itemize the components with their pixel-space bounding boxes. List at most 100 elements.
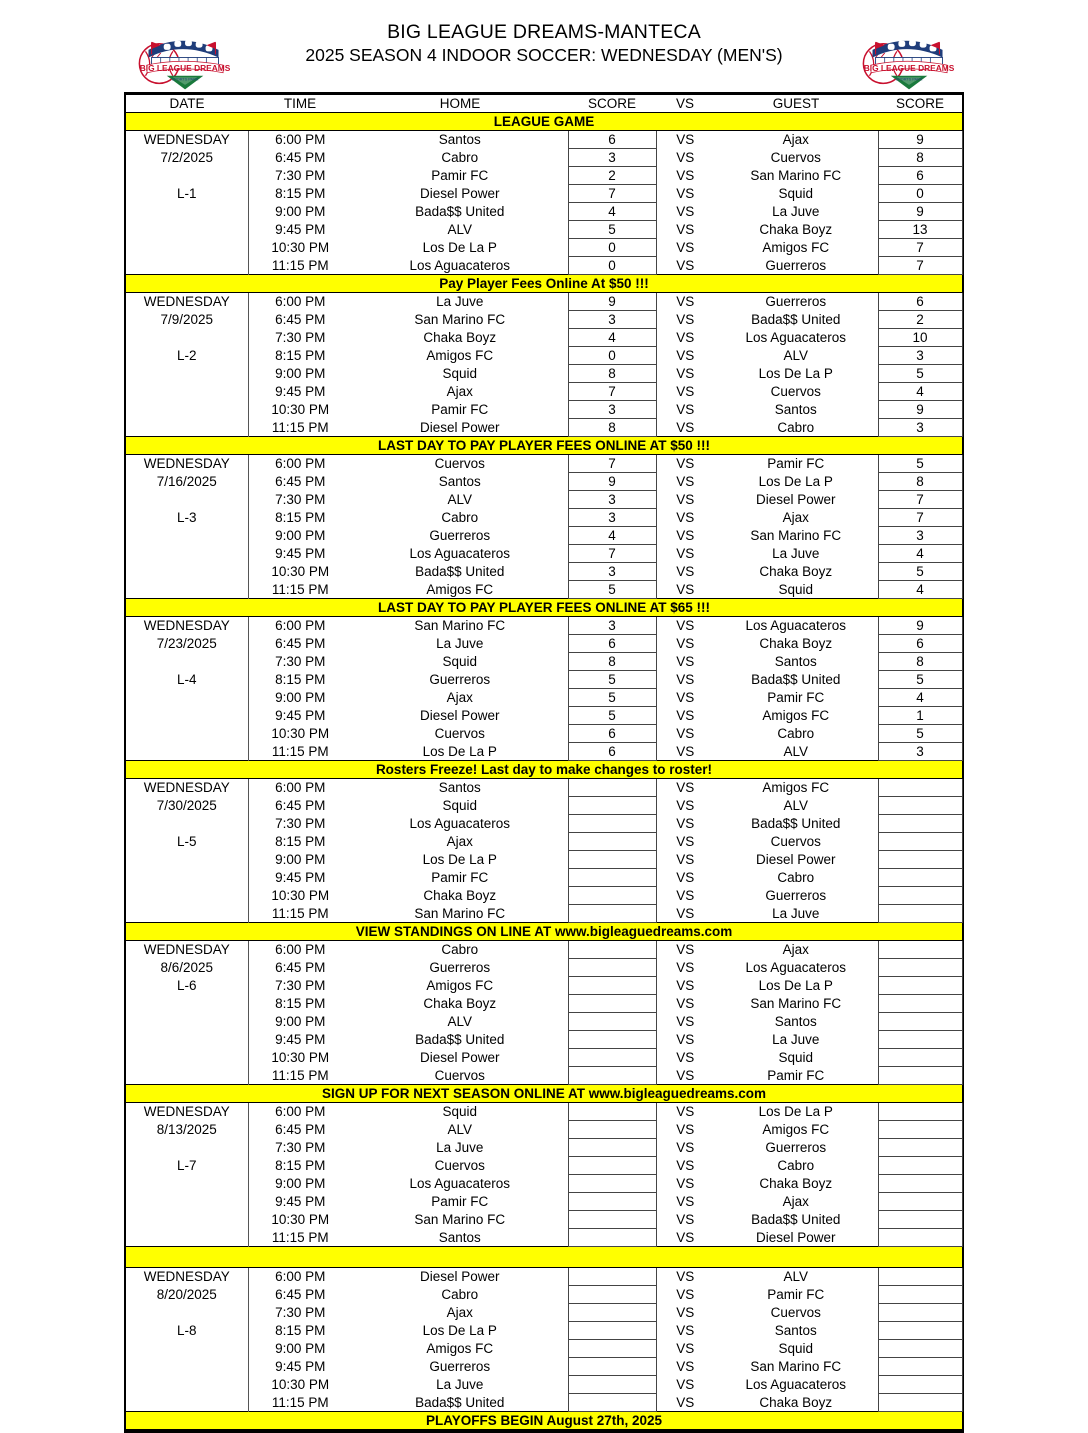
- home-score-box[interactable]: [567, 1393, 657, 1412]
- guest-score-box[interactable]: [877, 1120, 963, 1139]
- guest-score-box[interactable]: 3: [877, 526, 963, 545]
- home-score-box[interactable]: 0: [567, 238, 657, 257]
- home-score-box[interactable]: [567, 1048, 657, 1067]
- home-score-box[interactable]: 6: [567, 130, 657, 149]
- guest-score-box[interactable]: [877, 1210, 963, 1229]
- home-score-box[interactable]: [567, 940, 657, 959]
- guest-score-box[interactable]: 6: [877, 166, 963, 185]
- guest-score-box[interactable]: 9: [877, 616, 963, 635]
- home-score-box[interactable]: [567, 1156, 657, 1175]
- guest-score-box[interactable]: [877, 1339, 963, 1358]
- home-score-box[interactable]: [567, 778, 657, 797]
- guest-score-box[interactable]: 3: [877, 418, 963, 437]
- home-score-box[interactable]: 3: [567, 562, 657, 581]
- guest-score-box[interactable]: [877, 1357, 963, 1376]
- home-score-box[interactable]: 9: [567, 292, 657, 311]
- guest-score-box[interactable]: 2: [877, 310, 963, 329]
- guest-score-box[interactable]: [877, 1321, 963, 1340]
- guest-score-box[interactable]: [877, 1303, 963, 1322]
- guest-score-box[interactable]: [877, 814, 963, 833]
- home-score-box[interactable]: 5: [567, 670, 657, 689]
- home-score-box[interactable]: 3: [567, 310, 657, 329]
- home-score-box[interactable]: [567, 1012, 657, 1031]
- home-score-box[interactable]: [567, 1357, 657, 1376]
- guest-score-box[interactable]: 7: [877, 256, 963, 275]
- home-score-box[interactable]: [567, 832, 657, 851]
- home-score-box[interactable]: [567, 904, 657, 923]
- guest-score-box[interactable]: [877, 778, 963, 797]
- guest-score-box[interactable]: [877, 940, 963, 959]
- guest-score-box[interactable]: [877, 958, 963, 977]
- home-score-box[interactable]: 8: [567, 364, 657, 383]
- home-score-box[interactable]: [567, 1174, 657, 1193]
- home-score-box[interactable]: [567, 1066, 657, 1085]
- guest-score-box[interactable]: [877, 868, 963, 887]
- guest-score-box[interactable]: 13: [877, 220, 963, 239]
- home-score-box[interactable]: 3: [567, 148, 657, 167]
- guest-score-box[interactable]: 5: [877, 670, 963, 689]
- guest-score-box[interactable]: 3: [877, 346, 963, 365]
- guest-score-box[interactable]: [877, 1228, 963, 1247]
- guest-score-box[interactable]: 6: [877, 634, 963, 653]
- guest-score-box[interactable]: 5: [877, 724, 963, 743]
- home-score-box[interactable]: 2: [567, 166, 657, 185]
- guest-score-box[interactable]: 4: [877, 544, 963, 563]
- guest-score-box[interactable]: 4: [877, 580, 963, 599]
- guest-score-box[interactable]: [877, 832, 963, 851]
- guest-score-box[interactable]: [877, 1138, 963, 1157]
- home-score-box[interactable]: [567, 1339, 657, 1358]
- guest-score-box[interactable]: [877, 976, 963, 995]
- home-score-box[interactable]: 6: [567, 634, 657, 653]
- home-score-box[interactable]: 7: [567, 544, 657, 563]
- guest-score-box[interactable]: 0: [877, 184, 963, 203]
- guest-score-box[interactable]: 9: [877, 130, 963, 149]
- guest-score-box[interactable]: 9: [877, 400, 963, 419]
- home-score-box[interactable]: [567, 886, 657, 905]
- guest-score-box[interactable]: 7: [877, 490, 963, 509]
- home-score-box[interactable]: 6: [567, 724, 657, 743]
- home-score-box[interactable]: [567, 1120, 657, 1139]
- home-score-box[interactable]: [567, 1030, 657, 1049]
- home-score-box[interactable]: [567, 976, 657, 995]
- guest-score-box[interactable]: [877, 1174, 963, 1193]
- home-score-box[interactable]: 7: [567, 184, 657, 203]
- home-score-box[interactable]: 6: [567, 742, 657, 761]
- home-score-box[interactable]: 7: [567, 382, 657, 401]
- home-score-box[interactable]: [567, 1303, 657, 1322]
- guest-score-box[interactable]: [877, 1192, 963, 1211]
- guest-score-box[interactable]: 8: [877, 652, 963, 671]
- home-score-box[interactable]: [567, 814, 657, 833]
- guest-score-box[interactable]: [877, 1012, 963, 1031]
- home-score-box[interactable]: [567, 958, 657, 977]
- home-score-box[interactable]: [567, 1267, 657, 1286]
- home-score-box[interactable]: 3: [567, 508, 657, 527]
- guest-score-box[interactable]: [877, 1267, 963, 1286]
- guest-score-box[interactable]: [877, 886, 963, 905]
- home-score-box[interactable]: [567, 1138, 657, 1157]
- guest-score-box[interactable]: [877, 1102, 963, 1121]
- home-score-box[interactable]: 9: [567, 472, 657, 491]
- home-score-box[interactable]: [567, 1285, 657, 1304]
- guest-score-box[interactable]: 10: [877, 328, 963, 347]
- guest-score-box[interactable]: [877, 904, 963, 923]
- guest-score-box[interactable]: [877, 1393, 963, 1412]
- guest-score-box[interactable]: [877, 994, 963, 1013]
- guest-score-box[interactable]: [877, 1066, 963, 1085]
- home-score-box[interactable]: [567, 1192, 657, 1211]
- guest-score-box[interactable]: [877, 850, 963, 869]
- home-score-box[interactable]: [567, 1228, 657, 1247]
- home-score-box[interactable]: 8: [567, 652, 657, 671]
- home-score-box[interactable]: 5: [567, 580, 657, 599]
- guest-score-box[interactable]: 9: [877, 202, 963, 221]
- home-score-box[interactable]: 5: [567, 220, 657, 239]
- home-score-box[interactable]: 3: [567, 400, 657, 419]
- guest-score-box[interactable]: 8: [877, 148, 963, 167]
- guest-score-box[interactable]: 4: [877, 688, 963, 707]
- home-score-box[interactable]: [567, 1102, 657, 1121]
- home-score-box[interactable]: [567, 796, 657, 815]
- guest-score-box[interactable]: [877, 1375, 963, 1394]
- home-score-box[interactable]: [567, 994, 657, 1013]
- home-score-box[interactable]: [567, 868, 657, 887]
- home-score-box[interactable]: [567, 1321, 657, 1340]
- guest-score-box[interactable]: 8: [877, 472, 963, 491]
